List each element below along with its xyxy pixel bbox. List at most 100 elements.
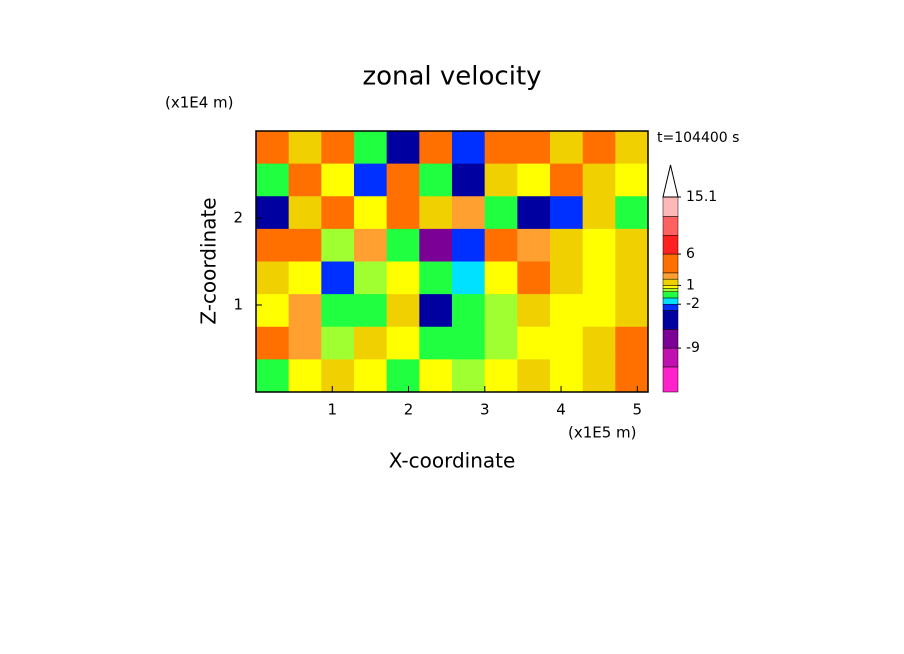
- x-tick-label: 5: [633, 401, 643, 419]
- field-cell: [452, 163, 486, 197]
- contour-field: [256, 131, 649, 393]
- field-cell: [582, 228, 616, 262]
- field-cell: [550, 359, 584, 393]
- field-cell: [550, 131, 584, 165]
- field-cell: [386, 359, 420, 393]
- field-cell: [256, 359, 290, 393]
- field-cell: [321, 163, 355, 197]
- field-cell: [484, 196, 518, 230]
- field-cell: [582, 294, 616, 328]
- field-cell: [354, 326, 388, 360]
- field-cell: [288, 359, 322, 393]
- field-cell: [550, 294, 584, 328]
- field-cell: [550, 228, 584, 262]
- colorbar-segment: [662, 288, 679, 292]
- field-cell: [288, 261, 322, 295]
- x-axis-label: X-coordinate: [389, 449, 516, 473]
- field-cell: [517, 326, 551, 360]
- field-cell: [354, 359, 388, 393]
- field-cell: [419, 196, 453, 230]
- colorbar-tick-label: -2: [686, 296, 700, 312]
- colorbar-segment: [662, 291, 679, 299]
- x-tick-label: 1: [327, 401, 337, 419]
- field-cell: [354, 196, 388, 230]
- field-cell: [386, 294, 420, 328]
- field-cell: [517, 294, 551, 328]
- field-cell: [550, 261, 584, 295]
- y-axis-label: Z-coordinate: [197, 197, 221, 324]
- colorbar-tick-label: 6: [686, 246, 695, 262]
- field-cell: [321, 294, 355, 328]
- field-cell: [386, 228, 420, 262]
- field-cell: [419, 326, 453, 360]
- x-tick-label: 3: [480, 401, 490, 419]
- field-cell: [419, 163, 453, 197]
- field-cell: [419, 294, 453, 328]
- field-cell: [256, 326, 290, 360]
- field-cell: [484, 326, 518, 360]
- field-cell: [517, 163, 551, 197]
- colorbar-tick-label: 1: [686, 277, 695, 293]
- field-cell: [484, 163, 518, 197]
- field-cell: [321, 261, 355, 295]
- field-cell: [452, 261, 486, 295]
- field-cell: [452, 359, 486, 393]
- field-cell: [354, 294, 388, 328]
- field-cell: [419, 228, 453, 262]
- field-cell: [386, 131, 420, 165]
- x-tick-label: 4: [556, 401, 566, 419]
- field-cell: [321, 359, 355, 393]
- field-cell: [582, 196, 616, 230]
- field-cell: [452, 228, 486, 262]
- chart-title: zonal velocity: [362, 62, 541, 92]
- plot-frame: [255, 130, 649, 393]
- field-cell: [288, 131, 322, 165]
- field-cell: [256, 228, 290, 262]
- field-cell: [419, 359, 453, 393]
- field-cell: [517, 228, 551, 262]
- field-cell: [452, 196, 486, 230]
- field-cell: [354, 261, 388, 295]
- field-cell: [256, 261, 290, 295]
- field-cell: [452, 326, 486, 360]
- field-cell: [354, 228, 388, 262]
- field-cell: [419, 261, 453, 295]
- field-cell: [582, 359, 616, 393]
- colorbar-tick-label: -9: [686, 340, 700, 356]
- field-cell: [256, 196, 290, 230]
- time-label: t=104400 s: [657, 130, 739, 146]
- field-cell: [386, 326, 420, 360]
- colorbar-segment: [662, 216, 679, 236]
- field-cell: [517, 131, 551, 165]
- field-cell: [256, 163, 290, 197]
- colorbar: -9 -2 1 6 15.1: [662, 164, 717, 393]
- field-cell: [550, 163, 584, 197]
- colorbar-segment: [662, 234, 679, 255]
- colorbar-segment: [662, 303, 679, 311]
- field-cell: [288, 294, 322, 328]
- colorbar-segment: [662, 278, 679, 286]
- field-cell: [484, 294, 518, 328]
- field-cell: [386, 163, 420, 197]
- colorbar-segment: [662, 272, 679, 280]
- field-cell: [484, 359, 518, 393]
- colorbar-segment: [662, 196, 679, 217]
- field-cell: [615, 294, 649, 328]
- field-cell: [582, 163, 616, 197]
- field-cell: [582, 261, 616, 295]
- y-unit: (x1E4 m): [165, 94, 234, 112]
- field-cell: [550, 326, 584, 360]
- field-cell: [517, 261, 551, 295]
- field-cell: [517, 359, 551, 393]
- field-cell: [615, 196, 649, 230]
- colorbar-tick-label: 15.1: [686, 189, 717, 205]
- colorbar-segment: [662, 253, 679, 274]
- field-cell: [582, 131, 616, 165]
- field-cell: [517, 196, 551, 230]
- field-cell: [615, 228, 649, 262]
- field-cell: [484, 131, 518, 165]
- y-tick-label: 2: [233, 209, 243, 227]
- field-cell: [484, 228, 518, 262]
- field-cell: [288, 326, 322, 360]
